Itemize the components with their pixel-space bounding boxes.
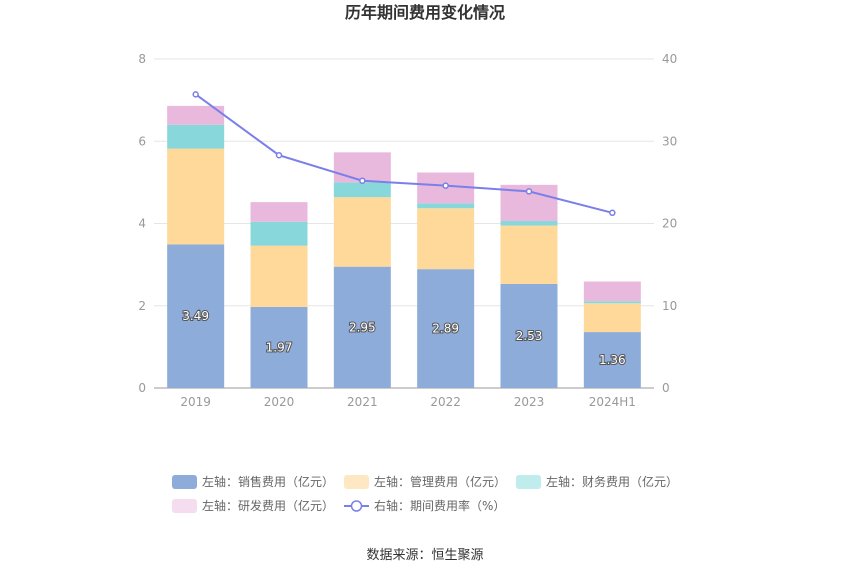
legend-label: 左轴：财务费用（亿元） bbox=[546, 474, 678, 489]
bar-segment bbox=[250, 202, 308, 222]
right-axis: 0 10 20 30 40 bbox=[662, 52, 677, 395]
right-tick-label: 20 bbox=[662, 217, 677, 231]
bar-segment bbox=[250, 306, 308, 388]
legend-label: 左轴：研发费用（亿元） bbox=[202, 498, 334, 513]
bar-value-label: 2.89 bbox=[432, 322, 459, 336]
source-note: 数据来源：恒生聚源 bbox=[366, 548, 483, 563]
rate-point bbox=[609, 209, 616, 217]
bar-segment bbox=[333, 197, 391, 267]
bar-value-label: 2.95 bbox=[349, 320, 376, 334]
legend-item: 左轴：研发费用（亿元） bbox=[172, 498, 334, 513]
bar-labels: 3.49 1.97 2.95 2.89 2.53 1.36 bbox=[181, 308, 626, 368]
legend-label: 左轴：销售费用（亿元） bbox=[202, 474, 334, 489]
bar-segment bbox=[250, 221, 308, 246]
x-axis: 2019 2020 2021 2022 2023 2024H1 bbox=[180, 395, 636, 409]
bar-segment bbox=[500, 221, 558, 226]
bar-segment bbox=[333, 152, 391, 183]
chart-title: 历年期间费用变化情况 bbox=[345, 3, 505, 22]
x-tick-label: 2021 bbox=[347, 395, 378, 409]
right-tick-label: 40 bbox=[662, 52, 677, 66]
rate-point bbox=[442, 182, 449, 189]
bar-value-label: 1.97 bbox=[266, 340, 293, 354]
x-tick-label: 2022 bbox=[430, 395, 461, 409]
legend-item: 左轴：管理费用（亿元） bbox=[344, 474, 506, 489]
legend-swatch-icon bbox=[172, 499, 197, 513]
bar-segment bbox=[417, 208, 475, 270]
bar-segment bbox=[500, 225, 558, 284]
bar-segment bbox=[167, 105, 225, 125]
rate-line-path bbox=[195, 93, 613, 214]
legend-item: 左轴：财务费用（亿元） bbox=[516, 474, 678, 489]
left-tick-label: 4 bbox=[138, 217, 146, 231]
bar-segment bbox=[167, 148, 225, 245]
bar-segment bbox=[583, 303, 641, 333]
right-tick-label: 10 bbox=[662, 299, 677, 313]
x-tick-label: 2020 bbox=[264, 395, 295, 409]
left-axis: 0 2 4 6 8 bbox=[138, 52, 146, 395]
bar-value-label: 1.36 bbox=[599, 353, 626, 367]
right-tick-label: 0 bbox=[662, 381, 670, 395]
rate-point bbox=[525, 188, 533, 195]
rate-line bbox=[192, 91, 616, 217]
x-tick-label: 2024H1 bbox=[589, 395, 636, 409]
rate-point bbox=[359, 177, 366, 184]
bar-segment bbox=[167, 244, 225, 388]
legend-marker-icon bbox=[350, 500, 363, 512]
legend-item: 右轴：期间费用率（%） bbox=[344, 498, 505, 513]
right-tick-label: 30 bbox=[662, 134, 677, 148]
left-tick-label: 6 bbox=[138, 134, 146, 148]
legend: 左轴：销售费用（亿元） 左轴：管理费用（亿元） 左轴：财务费用（亿元） 左轴：研发费用… bbox=[172, 474, 678, 513]
left-tick-label: 2 bbox=[138, 299, 146, 313]
bar-segment bbox=[583, 301, 641, 304]
rate-point bbox=[192, 91, 199, 98]
legend-swatch-icon bbox=[172, 475, 197, 489]
x-tick-label: 2019 bbox=[180, 395, 211, 409]
bar-segment bbox=[167, 124, 225, 149]
bar-segment bbox=[250, 245, 308, 307]
bar-segment bbox=[583, 281, 641, 302]
grid bbox=[154, 58, 654, 389]
bar-segment bbox=[417, 269, 475, 388]
bar-value-label: 3.49 bbox=[182, 309, 209, 323]
x-tick-label: 2023 bbox=[514, 395, 545, 409]
legend-swatch-icon bbox=[344, 475, 369, 489]
bar-value-label: 2.53 bbox=[516, 329, 543, 343]
legend-label: 左轴：管理费用（亿元） bbox=[374, 474, 506, 489]
bar-segment bbox=[583, 332, 641, 388]
legend-item: 左轴：销售费用（亿元） bbox=[172, 474, 334, 489]
left-tick-label: 8 bbox=[138, 52, 146, 66]
bars bbox=[167, 105, 641, 388]
bar-segment bbox=[500, 283, 558, 388]
bar-segment bbox=[333, 182, 391, 198]
legend-swatch-icon bbox=[516, 475, 541, 489]
rate-point bbox=[275, 151, 283, 159]
bar-segment bbox=[333, 266, 391, 388]
bar-segment bbox=[417, 203, 475, 209]
legend-label: 右轴：期间费用率（%） bbox=[374, 498, 505, 513]
left-tick-label: 0 bbox=[138, 381, 146, 395]
